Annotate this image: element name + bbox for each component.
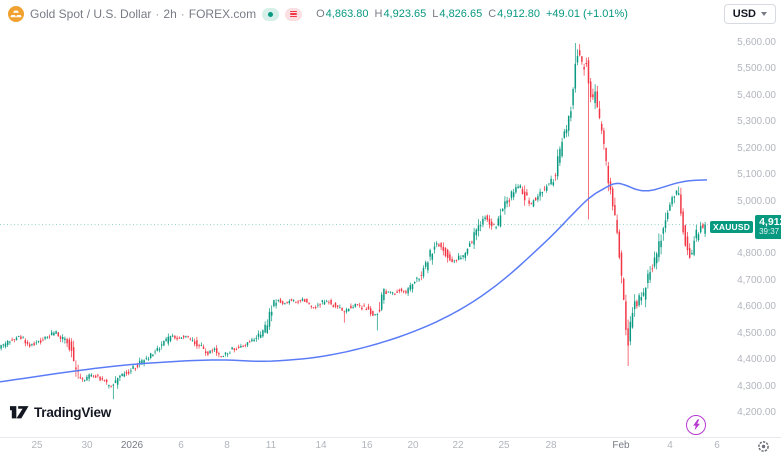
current-price-badge: XAUUSD 4,912.80 39:37 — [710, 215, 781, 239]
price-tick-label: 5,100.00 — [737, 169, 776, 181]
time-tick-label: 30 — [81, 440, 93, 451]
time-tick-label: 2026 — [120, 440, 144, 451]
gear-icon — [758, 441, 769, 452]
price-badge-symbol: XAUUSD — [710, 220, 754, 234]
price-tick-label: 4,400.00 — [737, 354, 776, 366]
current-price-value: 4,912.80 — [759, 216, 781, 229]
time-tick-label: 8 — [224, 440, 230, 451]
price-tick-label: 4,600.00 — [737, 301, 776, 313]
up-candle-wicks — [0, 43, 706, 400]
chart-legend[interactable]: Gold Spot / U.S. Dollar · 2h · FOREX.com… — [0, 0, 628, 28]
price-tick-label: 5,500.00 — [737, 63, 776, 75]
price-tick-label: 4,200.00 — [737, 407, 776, 418]
down-candle-bodies — [11, 50, 704, 387]
change-value: +49.01 (+1.01%) — [546, 8, 628, 20]
gold-symbol-icon — [8, 6, 24, 22]
up-candle-bodies — [0, 56, 706, 387]
time-tick-label: 6 — [714, 440, 720, 451]
tradingview-wordmark: TradingView — [34, 404, 112, 420]
price-tick-label: 5,000.00 — [737, 195, 776, 207]
down-candle-wicks — [11, 44, 704, 388]
time-tick-label: 16 — [361, 440, 373, 451]
price-axis[interactable]: 5,600.00 5,500.00 5,400.00 5,300.00 5,200.00… — [708, 28, 781, 437]
price-badge-value: 4,912.80 39:37 — [755, 215, 781, 239]
time-tick-label: 20 — [407, 440, 419, 451]
time-tick-label: 4 — [667, 440, 673, 451]
ohlc-values: O 4,863.80 H 4,923.65 L 4,826.65 C 4,912… — [310, 8, 628, 20]
high-label: H — [374, 8, 383, 20]
time-tick-label: 25 — [31, 440, 43, 451]
price-tick-label: 4,300.00 — [737, 380, 776, 392]
open-value: 4,863.80 — [325, 8, 369, 20]
market-open-dot-icon — [268, 11, 274, 17]
time-tick-label: 25 — [498, 440, 510, 451]
tradingview-glyph-icon — [10, 406, 29, 419]
news-line-icon — [290, 10, 298, 12]
time-tick-label: 11 — [265, 440, 277, 451]
ma-line — [0, 179, 707, 383]
price-tick-label: 5,400.00 — [737, 89, 776, 101]
separator-dot: · — [180, 7, 185, 21]
open-label: O — [316, 8, 325, 20]
price-tick-label: 5,300.00 — [737, 116, 776, 128]
axis-settings-button[interactable] — [757, 440, 770, 453]
time-tick-label: 14 — [315, 440, 327, 451]
close-label: C — [488, 8, 497, 20]
news-line-icon — [290, 13, 298, 15]
time-tick-label: Feb — [612, 440, 630, 451]
low-label: L — [432, 8, 439, 20]
price-tick-label: 5,200.00 — [737, 142, 776, 154]
boost-button[interactable] — [686, 415, 706, 435]
separator-dot: · — [155, 7, 160, 21]
time-tick-label: 28 — [545, 440, 557, 451]
market-open-indicator[interactable] — [262, 7, 280, 21]
exchange-label[interactable]: FOREX.com — [188, 7, 257, 21]
bar-countdown: 39:37 — [759, 227, 780, 237]
news-line-icon — [290, 16, 298, 18]
price-tick-label: 4,700.00 — [737, 274, 776, 286]
time-tick-label: 6 — [178, 440, 184, 451]
price-tick-label: 5,600.00 — [737, 37, 776, 48]
time-axis[interactable]: 25 30 2026 6 8 11 14 16 20 22 25 28 Feb 4 6 — [0, 437, 781, 454]
lightning-icon — [692, 419, 700, 431]
low-value: 4,826.65 — [439, 8, 483, 20]
chevron-down-icon — [761, 12, 767, 16]
close-value: 4,912.80 — [497, 8, 540, 20]
news-indicator[interactable] — [285, 7, 303, 21]
currency-selector[interactable]: USD — [723, 4, 776, 24]
high-value: 4,923.65 — [383, 8, 427, 20]
symbol-description[interactable]: Gold Spot / U.S. Dollar · 2h · FOREX.com — [30, 7, 256, 21]
price-tick-label: 4,500.00 — [737, 327, 776, 339]
currency-label: USD — [732, 8, 756, 20]
symbol-title[interactable]: Gold Spot / U.S. Dollar — [30, 7, 152, 21]
tradingview-logo[interactable]: TradingView — [10, 404, 111, 420]
interval-label[interactable]: 2h — [163, 7, 177, 21]
price-tick-label: 4,800.00 — [737, 248, 776, 260]
time-tick-label: 22 — [452, 440, 464, 451]
